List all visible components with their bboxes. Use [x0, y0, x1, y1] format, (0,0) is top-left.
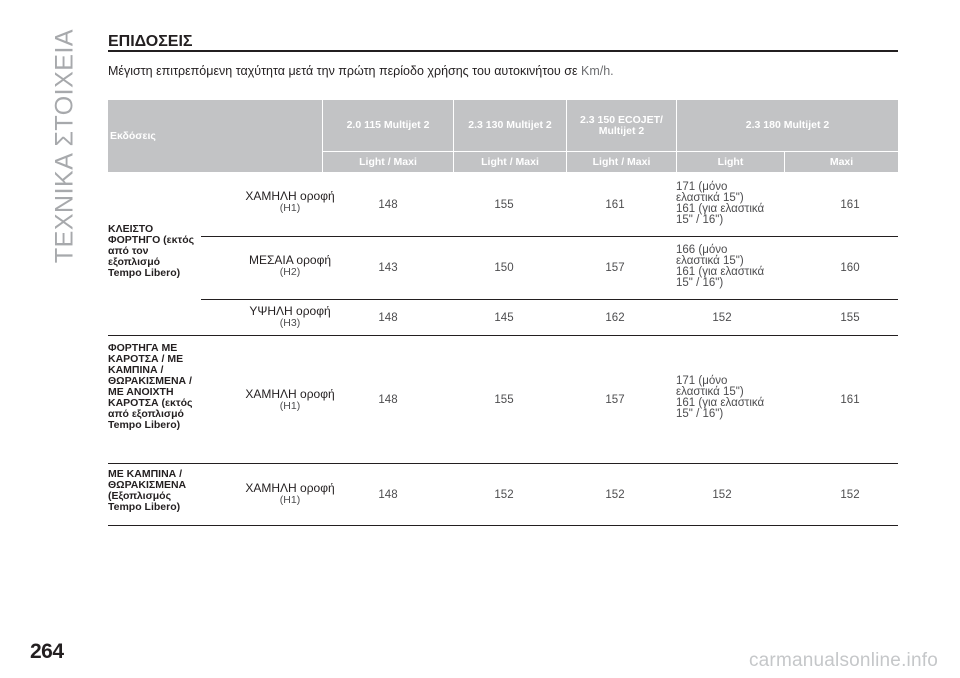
speed-value: 152 [840, 489, 860, 501]
row-divider [201, 236, 898, 237]
speed-value: 161 [840, 394, 860, 406]
group-label: ΜΕ ΚΑΜΠΙΝΑ / ΘΩΡΑΚΙΣΜΕΝΑ (Εξοπλισμός Tem… [108, 468, 187, 513]
speed-value-multiline: 166 (μόνο ελαστικά 15") 161 (για ελαστικά 1… [676, 244, 765, 289]
speed-value: 161 [840, 199, 860, 211]
subheader-cell: Light / Maxi [592, 155, 651, 168]
subheader-cell: Light [717, 155, 744, 168]
speed-value: 155 [840, 312, 860, 324]
speed-value: 152 [712, 312, 732, 324]
row-divider [201, 299, 898, 300]
speed-value: 157 [605, 394, 625, 406]
roof-type: ΜΕΣΑΙΑ οροφή (H2) [248, 253, 332, 278]
speed-value: 161 [605, 199, 625, 211]
group-divider [108, 463, 898, 464]
speed-value: 155 [494, 394, 514, 406]
speed-value: 150 [494, 262, 514, 274]
subtitle-text: Μέγιστη επιτρεπόμενη ταχύτητα μετά την π… [108, 64, 581, 78]
header-divider [453, 100, 454, 172]
subheader-cell: Maxi [829, 155, 854, 168]
group-label: ΚΛΕΙΣΤΟ ΦΟΡΤΗΓΟ (εκτός από τον εξοπλισμό… [108, 223, 195, 279]
speed-value: 148 [378, 489, 398, 501]
page-number: 264 [30, 640, 64, 663]
speed-value: 143 [378, 262, 398, 274]
subheader-cell: Light / Maxi [481, 155, 539, 168]
speed-value-multiline: 171 (μόνο ελαστικά 15") 161 (για ελαστικά 1… [676, 181, 765, 226]
group-label: ΦΟΡΤΗΓΑ ΜΕ ΚΑΡΟΤΣΑ / ΜΕ ΚΑΜΠΙΝΑ / ΘΩΡΑΚΙ… [108, 342, 193, 431]
table-header [108, 100, 898, 152]
table-subheader [108, 152, 898, 172]
roof-type: ΧΑΜΗΛΗ οροφή (H1) [245, 481, 335, 506]
header-engine-1: 2.0 115 Multijet 2 [346, 119, 430, 131]
speed-value: 148 [378, 312, 398, 324]
header-divider [566, 100, 567, 172]
side-section-title-text: ΤΕΧΝΙΚΑ ΣΤΟΙΧΕΙΑ [50, 28, 79, 264]
header-divider [676, 100, 677, 172]
heading-rule [108, 50, 898, 52]
header-engine-3: 2.3 150 ECOJET/ Multijet 2 [580, 113, 663, 137]
speed-value: 157 [605, 262, 625, 274]
speed-value: 145 [494, 312, 514, 324]
header-divider [322, 100, 323, 172]
subtitle-unit: Km/h. [581, 64, 614, 78]
group-divider [108, 335, 898, 336]
speed-value: 152 [712, 489, 732, 501]
subheader-cell: Light / Maxi [359, 155, 417, 168]
watermark: carmanualsonline.info [748, 650, 938, 671]
subtitle: Μέγιστη επιτρεπόμενη ταχύτητα μετά την π… [108, 64, 614, 78]
header-divider [784, 152, 785, 172]
speed-value: 148 [378, 199, 398, 211]
speed-value: 152 [494, 489, 514, 501]
roof-type: ΥΨΗΛΗ οροφή (H3) [249, 304, 331, 329]
side-section-title: ΤΕΧΝΙΚΑ ΣΤΟΙΧΕΙΑ [50, 29, 80, 263]
speed-value: 155 [494, 199, 514, 211]
table-bottom-rule [108, 525, 898, 526]
header-engine-2: 2.3 130 Multijet 2 [468, 119, 552, 131]
header-versions: Εκδόσεις [110, 129, 156, 142]
speed-value: 148 [378, 394, 398, 406]
speed-value: 152 [605, 489, 625, 501]
header-engine-4: 2.3 180 Multijet 2 [745, 119, 830, 131]
header-divider [322, 151, 898, 152]
speed-value-multiline: 171 (μόνο ελαστικά 15") 161 (για ελαστικά 1… [676, 375, 765, 420]
roof-type: ΧΑΜΗΛΗ οροφή (H1) [245, 387, 335, 412]
page-heading: ΕΠΙΔΟΣΕΙΣ [108, 33, 193, 50]
speed-value: 160 [840, 262, 860, 274]
roof-type: ΧΑΜΗΛΗ οροφή (H1) [245, 189, 335, 214]
speed-value: 162 [605, 312, 625, 324]
